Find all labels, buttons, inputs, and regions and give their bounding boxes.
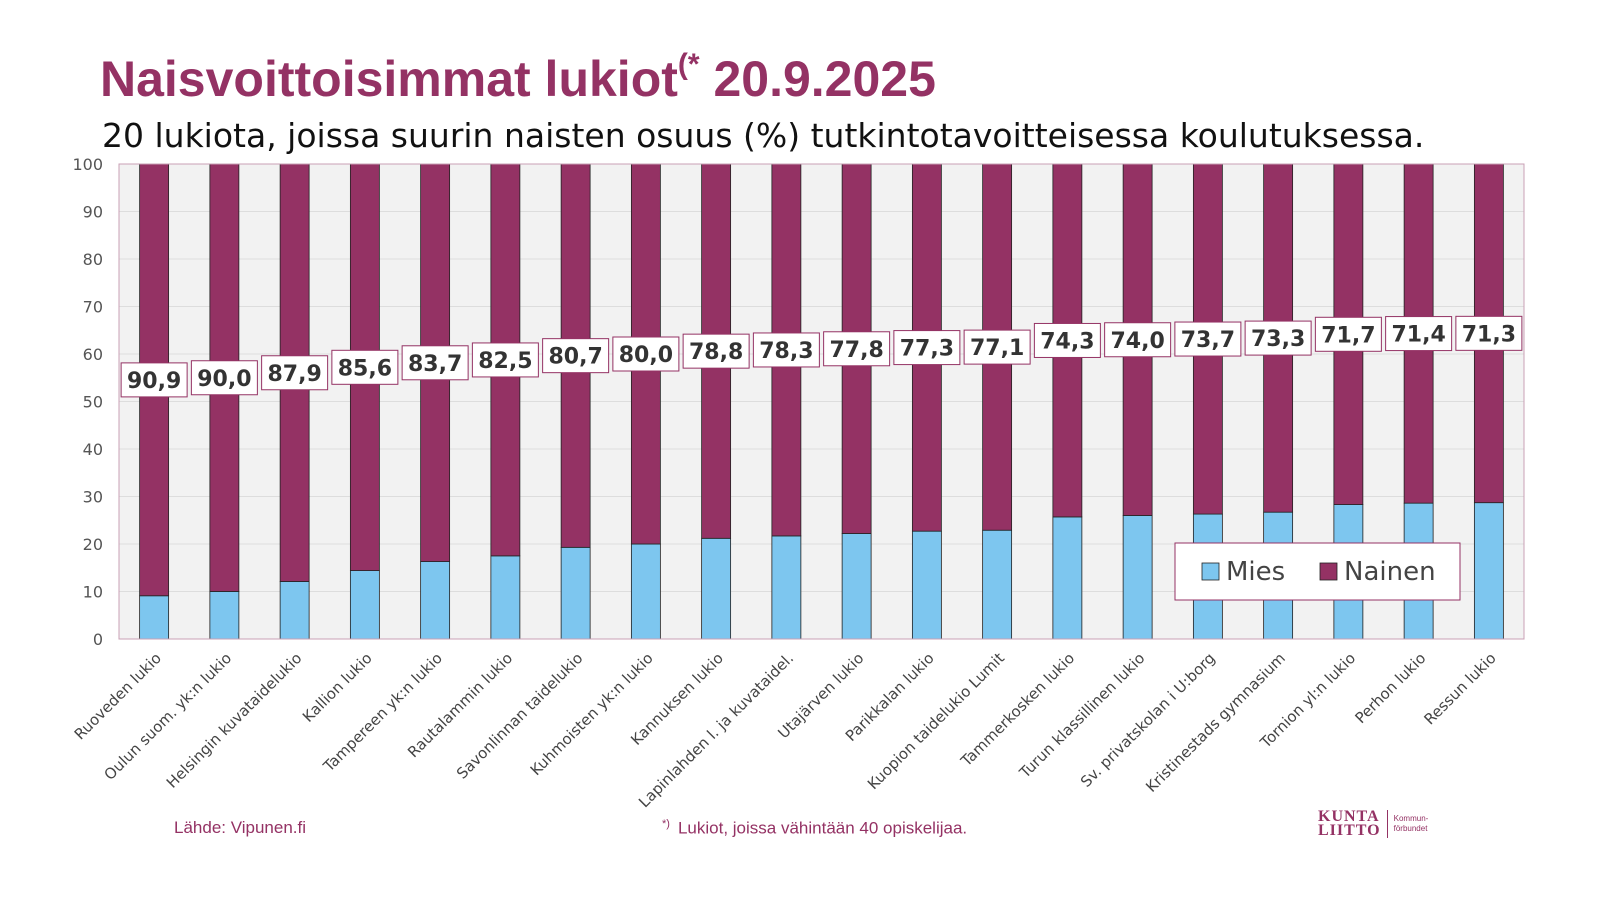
data-label-box [261, 355, 329, 391]
chart-subtitle: 20 lukiota, joissa suurin naisten osuus … [102, 116, 1425, 155]
footnote: *) Lukiot, joissa vähintään 40 opiskelija… [662, 818, 968, 838]
data-label: 78,8 [689, 340, 743, 365]
data-label: 77,3 [900, 337, 954, 362]
legend-box [1174, 542, 1461, 601]
y-tick-label: 0 [93, 630, 103, 649]
data-label-box [1314, 316, 1382, 352]
data-label: 90,9 [127, 369, 181, 394]
data-label-box [190, 360, 258, 396]
data-label: 73,3 [1251, 327, 1305, 352]
y-tick-label: 90 [83, 203, 103, 222]
data-label-box [120, 362, 188, 398]
x-tick-label: Sv. privatskolan i U:borg [1077, 649, 1219, 791]
y-tick-label: 70 [83, 298, 103, 317]
data-label: 71,7 [1321, 323, 1375, 348]
bar-mies [1122, 515, 1153, 640]
data-label-box [1104, 322, 1172, 358]
data-label: 71,4 [1391, 323, 1445, 348]
y-tick-label: 30 [83, 488, 103, 507]
legend-swatch-mies [1201, 562, 1220, 581]
legend-label-mies: Mies [1226, 557, 1285, 587]
data-label: 82,5 [478, 349, 532, 374]
data-label-box [1455, 315, 1523, 351]
data-label: 85,6 [338, 356, 392, 381]
data-label-box [823, 331, 891, 367]
x-tick-label: Tammerkosken lukio [957, 649, 1079, 771]
x-tick-label: Oulun suom. yk:n lukio [100, 649, 235, 784]
data-label-box [1033, 322, 1101, 358]
data-label: 77,1 [970, 336, 1024, 361]
data-label: 77,8 [829, 338, 883, 363]
data-label-box [1244, 320, 1312, 356]
bar-mies [420, 561, 451, 640]
chart-title: Naisvoittoisimmat lukiot(* 20.9.2025 [100, 48, 936, 107]
data-label: 90,0 [197, 367, 251, 392]
data-label: 80,0 [619, 343, 673, 368]
bar-mies [982, 529, 1013, 640]
bar-mies [490, 555, 521, 640]
data-label: 74,0 [1110, 329, 1164, 354]
y-tick-label: 80 [83, 250, 103, 269]
data-label-box [893, 330, 961, 366]
data-label-box [682, 333, 750, 369]
data-label: 80,7 [548, 345, 602, 370]
data-label: 87,9 [267, 362, 321, 387]
x-tick-label: Lapinlahden l. ja kuvataidel. [635, 649, 797, 811]
data-label-box [542, 338, 610, 374]
data-label-box [963, 329, 1031, 365]
x-tick-label: Kallion lukio [299, 649, 376, 726]
bar-mies [349, 570, 380, 640]
y-tick-label: 20 [83, 535, 103, 554]
y-tick-label: 40 [83, 440, 103, 459]
y-tick-label: 60 [83, 345, 103, 364]
data-label-box [752, 332, 820, 368]
x-tick-label: Kuhmoisten yk:n lukio [527, 649, 657, 779]
plot-border [118, 163, 1525, 640]
x-tick-label: Helsingin kuvataidelukio [163, 649, 306, 792]
legend-label-nainen: Nainen [1344, 557, 1436, 587]
bar-mies [771, 535, 802, 640]
data-label-box [1385, 316, 1453, 352]
bar-mies [139, 595, 170, 640]
y-tick-label: 100 [72, 155, 103, 174]
data-label-box [471, 342, 539, 378]
data-label-box [612, 336, 680, 372]
legend-swatch-nainen [1319, 562, 1338, 581]
data-label: 73,7 [1181, 328, 1235, 353]
bar-mies [279, 581, 310, 640]
data-label-box [401, 345, 469, 381]
bar-mies [560, 546, 591, 640]
bar-mies [209, 591, 240, 640]
x-tick-label: Tampereen yk:n lukio [319, 649, 446, 776]
bar-mies [841, 533, 872, 640]
data-label: 74,3 [1040, 329, 1094, 354]
bar-mies [1052, 516, 1083, 640]
data-label-box [1174, 321, 1242, 357]
data-label: 71,3 [1462, 322, 1516, 347]
x-tick-label: Perhon lukio [1351, 649, 1429, 727]
x-tick-label: Turun klassillinen lukio [1015, 649, 1148, 782]
y-tick-label: 10 [83, 583, 103, 602]
x-tick-label: Kuopion taidelukio Lumit [864, 649, 1008, 793]
y-tick-label: 50 [83, 393, 103, 412]
x-tick-label: Savonlinnan taidelukio [453, 649, 586, 782]
bar-mies [1473, 502, 1504, 640]
source-text: Lähde: Vipunen.fi [174, 818, 307, 837]
bar-mies [911, 530, 942, 640]
x-tick-label: Ressun lukio [1420, 649, 1499, 728]
bar-mies [630, 543, 661, 640]
bar-mies [701, 537, 732, 640]
x-tick-label: Kristinestads gymnasium [1142, 649, 1289, 796]
data-label-box [331, 349, 399, 385]
kuntaliitto-logo: KUNTA LIITTO Kommun-förbundet [1318, 808, 1429, 839]
data-label: 78,3 [759, 339, 813, 364]
data-label: 83,7 [408, 352, 462, 377]
